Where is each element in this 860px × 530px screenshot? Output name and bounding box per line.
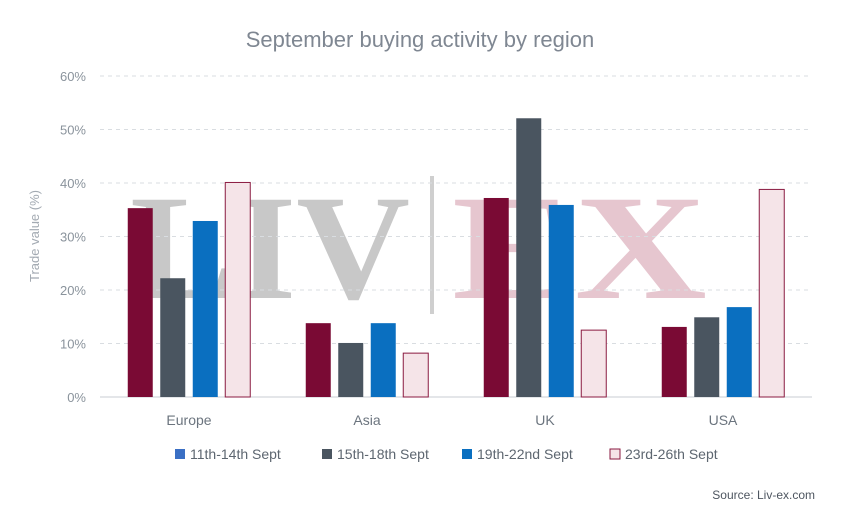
x-category-label: Europe — [166, 412, 211, 428]
bars — [127, 118, 785, 398]
source-note: Source: Liv-ex.com — [712, 488, 815, 502]
x-category-label: USA — [709, 412, 738, 428]
bar — [548, 204, 574, 397]
y-tick-label: 40% — [60, 176, 86, 191]
y-tick-label: 0% — [67, 390, 86, 405]
legend: 11th-14th Sept 15th-18th Sept 19th-22nd Se… — [175, 446, 718, 462]
bar — [305, 323, 331, 397]
bar — [370, 323, 396, 397]
bar — [694, 317, 720, 397]
bar — [483, 197, 509, 397]
legend-swatch — [462, 449, 472, 459]
legend-label: 19th-22nd Sept — [477, 446, 573, 462]
y-tick-label: 50% — [60, 123, 86, 138]
bar — [580, 329, 607, 398]
legend-swatch — [175, 449, 185, 459]
y-tick-label: 10% — [60, 337, 86, 352]
bar — [726, 307, 752, 397]
legend-label: 23rd-26th Sept — [625, 446, 718, 462]
legend-swatch — [609, 448, 621, 460]
x-category-label: Asia — [353, 412, 380, 428]
bar — [402, 352, 429, 398]
bar — [224, 181, 251, 398]
legend-label: 15th-18th Sept — [337, 446, 429, 462]
bar — [192, 220, 218, 397]
bar — [661, 326, 687, 397]
bar — [758, 188, 785, 398]
y-axis-label: Trade value (%) — [27, 190, 42, 282]
bar — [160, 278, 186, 397]
y-tick-label: 20% — [60, 283, 86, 298]
y-axis-ticks: 0% 10% 20% 30% 40% 50% 60% — [60, 69, 86, 405]
chart-title: September buying activity by region — [246, 27, 595, 52]
grid-lines — [100, 75, 812, 344]
x-category-label: UK — [535, 412, 555, 428]
bar — [516, 118, 542, 397]
bar — [338, 342, 364, 397]
y-tick-label: 30% — [60, 230, 86, 245]
x-axis-categories: Europe Asia UK USA — [166, 412, 738, 428]
bar — [127, 208, 153, 397]
legend-swatch — [322, 449, 332, 459]
y-tick-label: 60% — [60, 69, 86, 84]
legend-label: 11th-14th Sept — [190, 446, 281, 462]
